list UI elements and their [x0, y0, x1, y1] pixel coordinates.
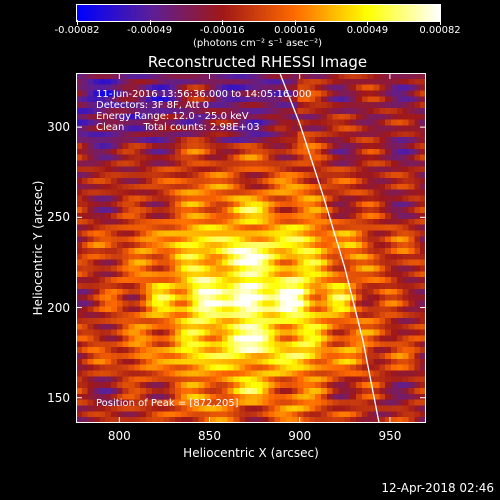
plot-area: 11-Jun-2016 13:56:36.000 to 14:05:16.000…	[76, 73, 426, 423]
detectors-label: Detectors: 3F 8F, Att 0	[96, 100, 210, 111]
overlay-svg	[76, 73, 426, 423]
y-axis-label: Heliocentric Y (arcsec)	[31, 180, 45, 316]
colorbar	[76, 4, 441, 22]
colorbar-tick-label: -0.00082	[54, 25, 100, 36]
peak-position-label: Position of Peak = [872,205]	[96, 398, 239, 409]
y-tick-label: 250	[47, 210, 70, 225]
y-tick-label: 300	[47, 120, 70, 135]
colorbar-tick-mark	[149, 20, 151, 25]
colorbar-tick-mark	[440, 20, 441, 25]
colorbar-units: (photons cm⁻² s⁻¹ asec⁻²)	[192, 38, 323, 49]
colorbar-tick-mark	[222, 20, 224, 25]
y-tick-label: 200	[47, 300, 70, 315]
x-tick-label: 850	[198, 429, 221, 443]
colorbar-tick-label: -0.00016	[199, 25, 245, 36]
solar-limb-line	[279, 73, 380, 423]
method-counts-label: Clean Total counts: 2.98E+03	[96, 122, 260, 133]
colorbar-tick-label: 0.00016	[274, 25, 316, 36]
colorbar-tick-mark	[367, 20, 369, 25]
x-tick-label: 900	[288, 429, 312, 443]
y-tick-label: 150	[47, 390, 70, 405]
colorbar-tick-mark	[77, 20, 78, 25]
colorbar-tick-label: -0.00049	[127, 25, 173, 36]
x-tick-label: 950	[378, 429, 402, 443]
x-tick-label: 800	[107, 429, 131, 443]
chart-title: Reconstructed RHESSI Image	[147, 53, 368, 71]
footer-timestamp: 12-Apr-2018 02:46	[381, 481, 494, 495]
energy-range-label: Energy Range: 12.0 - 25.0 keV	[96, 111, 249, 122]
plot-frame	[76, 73, 426, 423]
colorbar-tick-label: 0.00049	[346, 25, 389, 36]
x-axis-label: Heliocentric X (arcsec)	[183, 446, 319, 460]
colorbar-tick-mark	[294, 20, 296, 25]
time-range-label: 11-Jun-2016 13:56:36.000 to 14:05:16.000	[96, 89, 312, 100]
colorbar-tick-label: 0.00082	[419, 25, 461, 36]
